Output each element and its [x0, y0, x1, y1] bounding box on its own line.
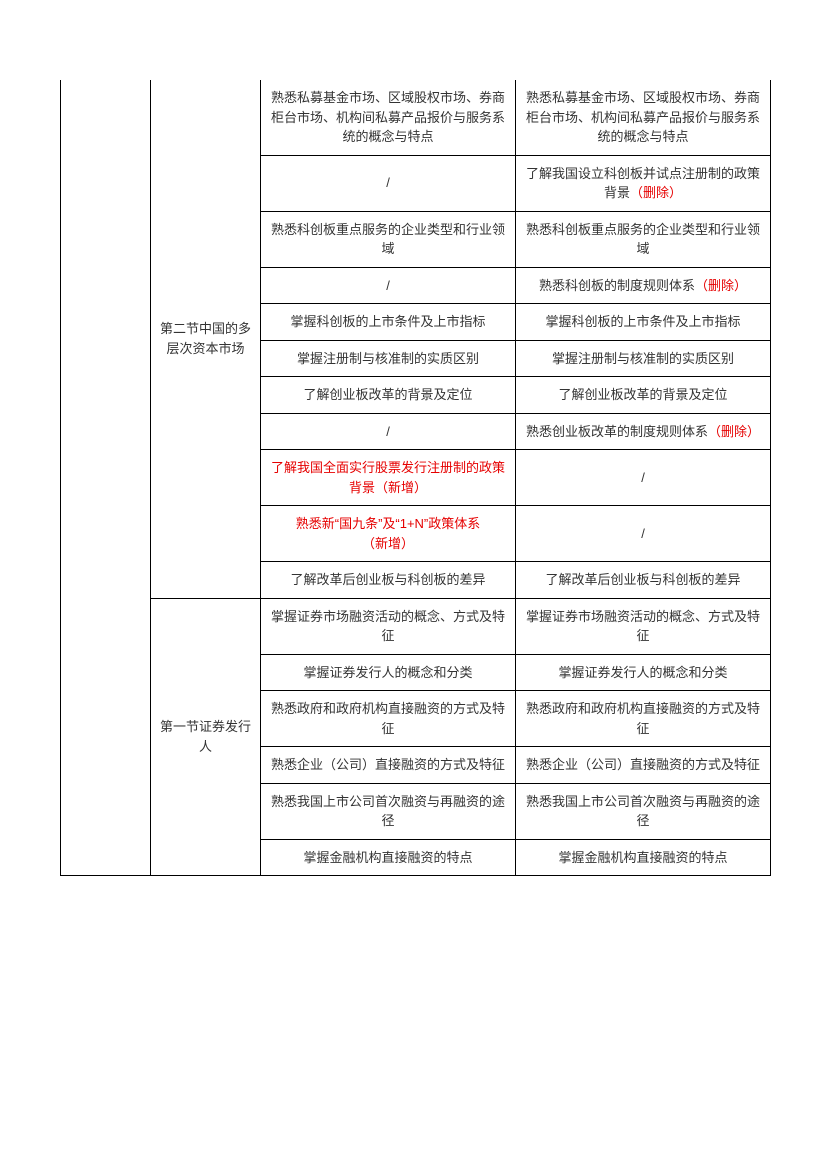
content-cell-left: 掌握科创板的上市条件及上市指标	[261, 304, 516, 341]
cell-text: 了解我国全面实行股票发行注册制的政策背景（新增）	[271, 460, 505, 495]
cell-text: （删除）	[708, 424, 760, 439]
content-cell-right: 掌握证券发行人的概念和分类	[516, 654, 771, 691]
cell-text: 了解改革后创业板与科创板的差异	[290, 572, 485, 587]
cell-text: 熟悉企业（公司）直接融资的方式及特征	[271, 757, 505, 772]
content-cell-right: 熟悉政府和政府机构直接融资的方式及特征	[516, 691, 771, 747]
content-cell-right: 熟悉科创板重点服务的企业类型和行业领域	[516, 211, 771, 267]
cell-text: 掌握注册制与核准制的实质区别	[297, 351, 479, 366]
cell-text: （新增）	[362, 536, 414, 551]
chapter-cell	[61, 80, 151, 876]
content-cell-left: 熟悉政府和政府机构直接融资的方式及特征	[261, 691, 516, 747]
cell-text: 熟悉创业板改革的制度规则体系	[526, 424, 708, 439]
cell-text: /	[641, 470, 645, 485]
cell-text: /	[641, 526, 645, 541]
content-cell-right: 了解我国设立科创板并试点注册制的政策背景（删除）	[516, 155, 771, 211]
content-cell-left: 了解改革后创业板与科创板的差异	[261, 562, 516, 599]
content-cell-right: 了解创业板改革的背景及定位	[516, 377, 771, 414]
cell-text: 了解创业板改革的背景及定位	[558, 387, 727, 402]
cell-text: 熟悉私募基金市场、区域股权市场、券商柜台市场、机构间私募产品报价与服务系统的概念…	[271, 90, 505, 144]
content-cell-right: 掌握金融机构直接融资的特点	[516, 839, 771, 876]
content-cell-left: 熟悉新“国九条”及“1+N”政策体系 （新增）	[261, 506, 516, 562]
comparison-table: 第二节中国的多层次资本市场熟悉私募基金市场、区域股权市场、券商柜台市场、机构间私…	[60, 80, 771, 876]
content-cell-right: 熟悉我国上市公司首次融资与再融资的途径	[516, 783, 771, 839]
cell-text: 掌握证券发行人的概念和分类	[558, 665, 727, 680]
cell-text: 熟悉科创板重点服务的企业类型和行业领域	[271, 222, 505, 257]
content-cell-left: 掌握证券市场融资活动的概念、方式及特征	[261, 598, 516, 654]
content-cell-left: 熟悉科创板重点服务的企业类型和行业领域	[261, 211, 516, 267]
cell-text: 熟悉政府和政府机构直接融资的方式及特征	[526, 701, 760, 736]
cell-text: 熟悉新“国九条”及“1+N”政策体系	[296, 516, 481, 531]
cell-text: （删除）	[630, 185, 682, 200]
content-cell-left: 了解创业板改革的背景及定位	[261, 377, 516, 414]
table-row: 第二节中国的多层次资本市场熟悉私募基金市场、区域股权市场、券商柜台市场、机构间私…	[61, 80, 771, 155]
content-cell-left: 熟悉我国上市公司首次融资与再融资的途径	[261, 783, 516, 839]
content-cell-right: /	[516, 450, 771, 506]
content-cell-left: /	[261, 413, 516, 450]
content-cell-right: 熟悉企业（公司）直接融资的方式及特征	[516, 747, 771, 784]
content-cell-right: 熟悉创业板改革的制度规则体系（删除）	[516, 413, 771, 450]
content-cell-right: 掌握证券市场融资活动的概念、方式及特征	[516, 598, 771, 654]
cell-text: （删除）	[695, 278, 747, 293]
cell-text: 掌握证券发行人的概念和分类	[303, 665, 472, 680]
cell-text: 掌握注册制与核准制的实质区别	[552, 351, 734, 366]
content-cell-left: 熟悉企业（公司）直接融资的方式及特征	[261, 747, 516, 784]
cell-text: 熟悉我国上市公司首次融资与再融资的途径	[271, 794, 505, 829]
content-cell-right: 熟悉私募基金市场、区域股权市场、券商柜台市场、机构间私募产品报价与服务系统的概念…	[516, 80, 771, 155]
cell-text: /	[386, 175, 390, 190]
cell-text: 熟悉政府和政府机构直接融资的方式及特征	[271, 701, 505, 736]
cell-text: 熟悉科创板重点服务的企业类型和行业领域	[526, 222, 760, 257]
cell-text: 掌握证券市场融资活动的概念、方式及特征	[271, 609, 505, 644]
content-cell-left: 掌握注册制与核准制的实质区别	[261, 340, 516, 377]
cell-text: /	[386, 278, 390, 293]
cell-text: /	[386, 424, 390, 439]
content-cell-left: 掌握金融机构直接融资的特点	[261, 839, 516, 876]
content-cell-right: 掌握注册制与核准制的实质区别	[516, 340, 771, 377]
cell-text: 熟悉科创板的制度规则体系	[539, 278, 695, 293]
cell-text: 熟悉我国上市公司首次融资与再融资的途径	[526, 794, 760, 829]
content-cell-left: 掌握证券发行人的概念和分类	[261, 654, 516, 691]
cell-text: 掌握金融机构直接融资的特点	[558, 850, 727, 865]
content-cell-left: /	[261, 155, 516, 211]
section-cell: 第一节证券发行人	[151, 598, 261, 876]
cell-text: 掌握科创板的上市条件及上市指标	[545, 314, 740, 329]
cell-text: 了解改革后创业板与科创板的差异	[545, 572, 740, 587]
cell-text: 掌握金融机构直接融资的特点	[303, 850, 472, 865]
content-cell-left: /	[261, 267, 516, 304]
section-cell: 第二节中国的多层次资本市场	[151, 80, 261, 598]
content-cell-right: 熟悉科创板的制度规则体系（删除）	[516, 267, 771, 304]
cell-text: 熟悉私募基金市场、区域股权市场、券商柜台市场、机构间私募产品报价与服务系统的概念…	[526, 90, 760, 144]
content-cell-right: 掌握科创板的上市条件及上市指标	[516, 304, 771, 341]
document-page: 第二节中国的多层次资本市场熟悉私募基金市场、区域股权市场、券商柜台市场、机构间私…	[0, 0, 830, 936]
content-cell-right: 了解改革后创业板与科创板的差异	[516, 562, 771, 599]
cell-text: 掌握科创板的上市条件及上市指标	[290, 314, 485, 329]
table-row: 第一节证券发行人掌握证券市场融资活动的概念、方式及特征掌握证券市场融资活动的概念…	[61, 598, 771, 654]
content-cell-left: 熟悉私募基金市场、区域股权市场、券商柜台市场、机构间私募产品报价与服务系统的概念…	[261, 80, 516, 155]
content-cell-right: /	[516, 506, 771, 562]
cell-text: 了解创业板改革的背景及定位	[303, 387, 472, 402]
cell-text: 熟悉企业（公司）直接融资的方式及特征	[526, 757, 760, 772]
cell-text: 掌握证券市场融资活动的概念、方式及特征	[526, 609, 760, 644]
content-cell-left: 了解我国全面实行股票发行注册制的政策背景（新增）	[261, 450, 516, 506]
